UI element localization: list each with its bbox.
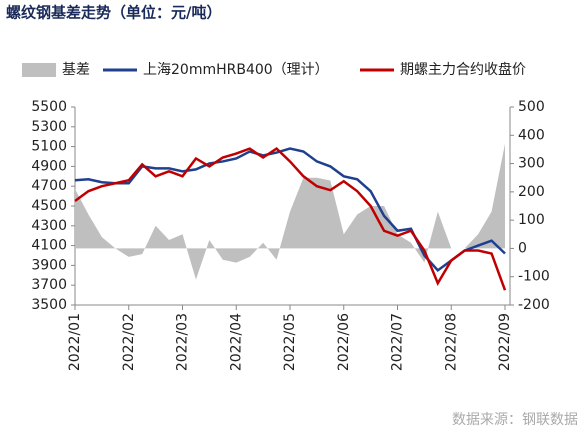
y2-tick-label: 400 [518, 127, 545, 143]
chart-title: 螺纹钢基差走势（单位：元/吨） [6, 4, 221, 22]
y2-tick-label: -100 [518, 269, 550, 285]
x-tick-label: 2022/05 [282, 313, 298, 371]
legend-label: 期螺主力合约收盘价 [400, 61, 526, 78]
source-note: 数据来源：钢联数据 [452, 412, 578, 428]
legend-label: 上海20mmHRB400（理计） [143, 62, 329, 78]
x-tick-label: 2022/08 [443, 313, 459, 371]
basis-area [75, 143, 505, 280]
x-tick-label: 2022/06 [336, 313, 352, 371]
x-tick-label: 2022/01 [67, 313, 83, 371]
y2-tick-label: 300 [518, 156, 545, 172]
y-tick-label: 5500 [31, 99, 67, 115]
legend-label: 基差 [62, 61, 90, 78]
x-tick-label: 2022/02 [121, 313, 137, 371]
y-tick-label: 4100 [31, 238, 67, 254]
y-tick-label: 4300 [31, 218, 67, 234]
y2-tick-label: 200 [518, 184, 545, 200]
y-tick-label: 4500 [31, 198, 67, 214]
x-tick-label: 2022/04 [228, 313, 244, 371]
y2-tick-label: 0 [518, 240, 527, 256]
y-tick-label: 3700 [31, 277, 67, 293]
x-tick-label: 2022/07 [390, 313, 406, 371]
x-tick-label: 2022/09 [497, 313, 513, 371]
y2-tick-label: 500 [518, 99, 545, 115]
y2-tick-label: 100 [518, 212, 545, 228]
y-tick-label: 5100 [31, 139, 67, 155]
y2-tick-label: -200 [518, 297, 550, 313]
price-line [74, 146, 507, 291]
legend-swatch [22, 63, 56, 77]
y-tick-label: 4900 [31, 158, 67, 174]
y-tick-label: 5300 [31, 119, 67, 135]
y-tick-label: 3500 [31, 297, 67, 313]
x-tick-label: 2022/03 [175, 313, 191, 371]
y-tick-label: 3900 [31, 257, 67, 273]
y-tick-label: 4700 [31, 178, 67, 194]
